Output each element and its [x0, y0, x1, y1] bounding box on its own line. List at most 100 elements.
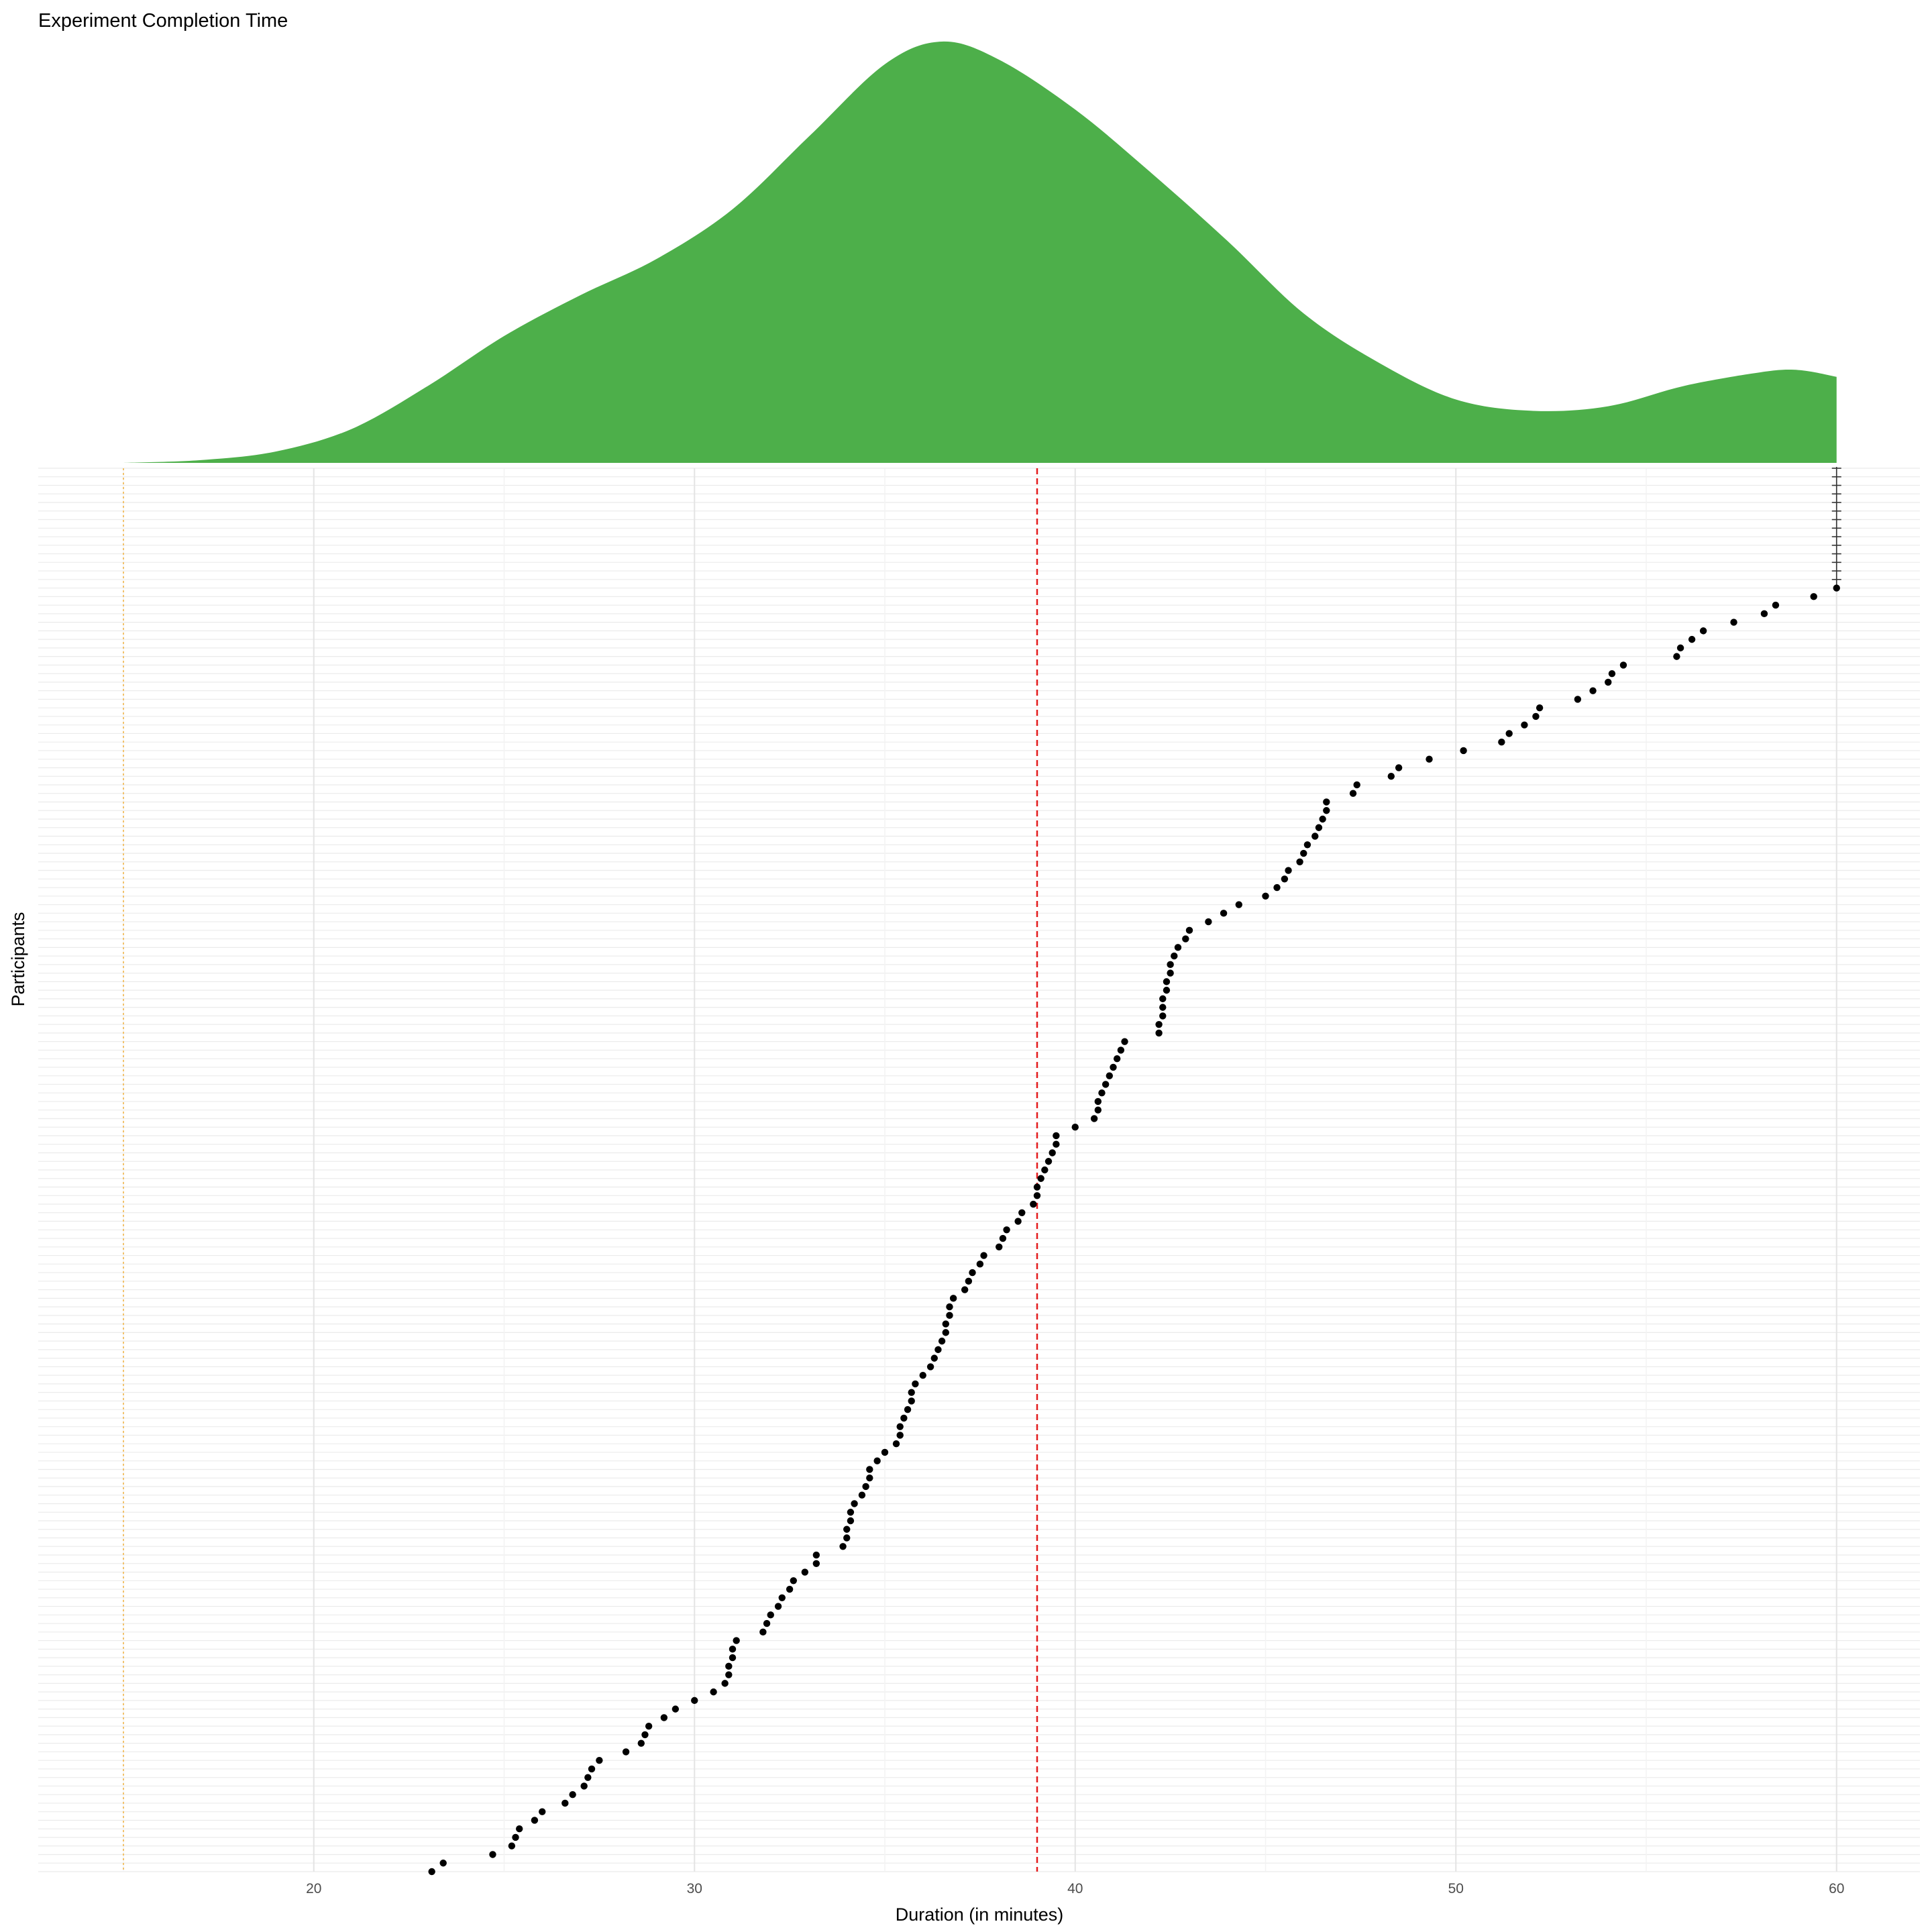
data-point: [1121, 1038, 1128, 1045]
data-point: [1273, 883, 1281, 892]
data-point: [851, 1500, 858, 1507]
data-point: [873, 1457, 881, 1464]
data-point: [1053, 1140, 1060, 1148]
data-point: [1117, 1046, 1125, 1054]
data-point: [938, 1337, 946, 1345]
data-point: [1167, 961, 1174, 969]
data-point: [1182, 935, 1189, 943]
data-point: [1163, 978, 1171, 985]
density-area: [123, 41, 1837, 464]
data-point: [569, 1790, 576, 1799]
data-point: [1296, 858, 1303, 865]
data-point: [439, 1860, 447, 1867]
data-point: [733, 1637, 740, 1644]
data-point: [961, 1286, 969, 1293]
data-point: [1760, 610, 1768, 618]
data-point: [980, 1252, 987, 1259]
x-tick-label: 20: [306, 1881, 321, 1896]
data-point: [1185, 926, 1193, 934]
data-point: [531, 1817, 539, 1824]
data-point: [767, 1611, 774, 1619]
data-point: [790, 1577, 798, 1585]
data-point: [919, 1371, 926, 1379]
data-point: [1605, 678, 1612, 686]
data-point: [926, 1363, 934, 1371]
data-point: [672, 1705, 680, 1713]
data-point: [622, 1748, 630, 1756]
data-point: [580, 1782, 588, 1790]
data-point: [1353, 781, 1360, 789]
data-point: [999, 1234, 1007, 1242]
data-point: [710, 1688, 717, 1696]
data-point: [1037, 1175, 1044, 1182]
data-point: [1167, 969, 1174, 977]
data-point: [778, 1594, 786, 1602]
data-point: [976, 1260, 984, 1268]
x-tick-label: 50: [1448, 1881, 1464, 1896]
data-point: [508, 1842, 516, 1849]
data-point: [1235, 901, 1242, 908]
data-point: [1041, 1166, 1049, 1174]
data-point: [539, 1808, 546, 1815]
data-points: [428, 584, 1840, 1876]
data-point: [1619, 661, 1627, 669]
data-point: [839, 1543, 847, 1550]
data-point: [1772, 601, 1780, 609]
data-point: [934, 1346, 942, 1354]
x-tick-label: 30: [687, 1881, 702, 1896]
data-point: [759, 1628, 767, 1636]
data-point: [1311, 833, 1319, 840]
data-point: [1018, 1209, 1026, 1216]
data-point: [1673, 653, 1680, 660]
data-point: [930, 1354, 938, 1362]
data-point: [1300, 849, 1307, 857]
data-point: [1589, 687, 1597, 694]
data-point: [1098, 1089, 1106, 1097]
data-point: [1102, 1081, 1110, 1088]
x-tick-label: 40: [1067, 1881, 1083, 1896]
data-point: [1171, 952, 1178, 960]
data-point: [1049, 1149, 1056, 1157]
data-point: [763, 1619, 771, 1627]
data-point: [866, 1474, 873, 1482]
data-point: [866, 1466, 873, 1473]
data-point: [1521, 721, 1528, 729]
data-point: [1159, 1004, 1167, 1011]
data-point: [1676, 644, 1684, 652]
data-point: [1285, 867, 1292, 874]
data-point: [660, 1714, 668, 1721]
data-point: [774, 1603, 782, 1610]
data-point: [812, 1551, 820, 1559]
data-point: [1155, 1029, 1163, 1037]
data-point: [1003, 1226, 1010, 1234]
data-point: [1163, 986, 1171, 994]
data-point: [786, 1585, 794, 1593]
data-point: [1159, 995, 1167, 1003]
data-point: [725, 1671, 733, 1678]
data-point: [904, 1405, 912, 1413]
data-point: [428, 1868, 435, 1876]
data-point: [908, 1397, 915, 1405]
data-point: [1810, 593, 1817, 600]
data-point: [858, 1491, 866, 1499]
data-point: [896, 1423, 904, 1430]
data-point: [1094, 1097, 1102, 1106]
data-point: [949, 1295, 957, 1302]
x-tick-label: 60: [1829, 1881, 1844, 1896]
data-point: [1315, 824, 1323, 831]
data-point: [1030, 1200, 1037, 1208]
data-point: [912, 1380, 919, 1388]
data-point: [1699, 627, 1707, 635]
density-panel: [123, 41, 1837, 464]
data-point: [1688, 635, 1696, 643]
grid: [38, 468, 1920, 1872]
data-point: [1174, 944, 1182, 951]
data-point: [847, 1509, 855, 1516]
data-point: [892, 1440, 900, 1448]
data-point: [516, 1825, 523, 1833]
data-point: [996, 1243, 1003, 1251]
data-point: [637, 1739, 645, 1747]
x-axis-ticks: 20 30 40 50 60: [306, 1881, 1844, 1896]
chart-title: Experiment Completion Time: [38, 10, 288, 32]
